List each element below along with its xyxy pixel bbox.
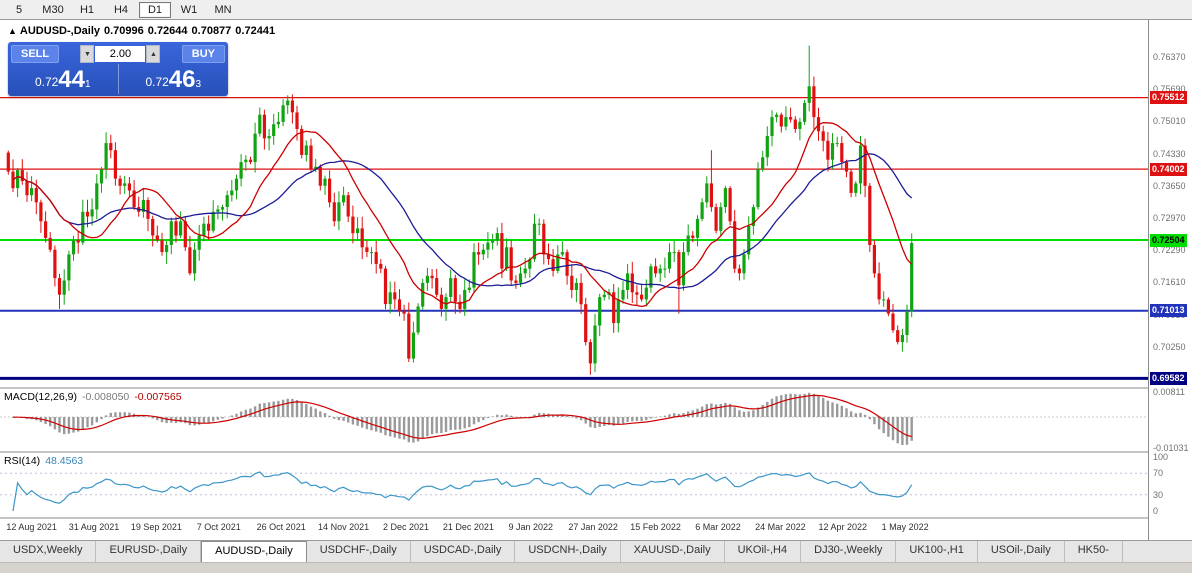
chart-tabs-bar: USDX,Weekly EURUSD-,Daily AUDUSD-,Daily USD… bbox=[0, 540, 1192, 563]
price-axis-tick: 0.71610 bbox=[1153, 277, 1186, 288]
ohlc-high: 0.72644 bbox=[147, 25, 188, 37]
timeframe-button-h1[interactable]: H1 bbox=[79, 3, 95, 16]
sell-price-point: 1 bbox=[85, 79, 91, 90]
date-label: 12 Aug 2021 bbox=[6, 522, 57, 532]
sell-price-figure: 0.72 bbox=[34, 75, 59, 89]
macd-axis-tick: 0.00811 bbox=[1153, 387, 1185, 398]
date-label: 2 Dec 2021 bbox=[382, 522, 430, 532]
sell-button[interactable]: SELL bbox=[11, 45, 60, 63]
ohlc-low: 0.70877 bbox=[191, 25, 232, 37]
rsi-value: 48.4563 bbox=[45, 455, 84, 467]
timeframe-button-mn[interactable]: MN bbox=[214, 3, 232, 16]
macd-axis-tick: -0.01031 bbox=[1153, 443, 1189, 454]
buy-button[interactable]: BUY bbox=[181, 45, 226, 63]
price-axis-tick: 0.72290 bbox=[1153, 245, 1186, 256]
rsi-axis-tick: 100 bbox=[1153, 452, 1169, 462]
timeframe-button-5[interactable]: 5 bbox=[15, 3, 23, 16]
date-axis[interactable]: 12 Aug 2021 31 Aug 2021 19 Sep 2021 7 Oct 2… bbox=[0, 520, 1148, 540]
date-label: 15 Feb 2022 bbox=[630, 522, 681, 532]
symbol-name: AUDUSD-,Daily bbox=[19, 25, 100, 37]
macd-main-value: -0.008050 bbox=[81, 391, 130, 403]
macd-indicator-label: MACD(12,26,9) -0.008050 -0.007565 bbox=[4, 391, 182, 403]
sell-price-pips: 44 bbox=[58, 66, 85, 93]
date-label: 27 Jan 2022 bbox=[568, 522, 618, 532]
rsi-axis-tick: 0 bbox=[1153, 506, 1159, 516]
one-click-trade-panel: SELL ▼ 2.00 ▲ BUY 0.72 44 1 0.72 46 3 bbox=[8, 42, 228, 96]
timeframe-toolbar: 5 M30 H1 H4 D1 W1 MN bbox=[0, 0, 1192, 20]
price-level-badge: 0.74002 bbox=[1150, 162, 1187, 176]
macd-title: MACD(12,26,9) bbox=[4, 391, 77, 403]
chart-tab-xauusd-daily[interactable]: XAUUSD-,Daily bbox=[621, 541, 725, 563]
price-axis-tick: 0.75690 bbox=[1153, 84, 1186, 95]
chart-tab-usoil-daily[interactable]: USOil-,Daily bbox=[978, 541, 1065, 563]
chart-tab-uk100-h1[interactable]: UK100-,H1 bbox=[896, 541, 978, 563]
timeframe-button-h4[interactable]: H4 bbox=[113, 3, 129, 16]
rsi-axis-tick: 70 bbox=[1153, 468, 1164, 479]
date-label: 26 Oct 2021 bbox=[256, 522, 306, 532]
ohlc-open: 0.70996 bbox=[104, 25, 144, 37]
volume-input[interactable]: 2.00 bbox=[95, 46, 146, 62]
chart-tab-ukoil-h4[interactable]: UKOil-,H4 bbox=[725, 541, 802, 563]
date-label: 6 Mar 2022 bbox=[695, 522, 741, 532]
ohlc-close: 0.72441 bbox=[235, 25, 276, 37]
date-label: 21 Dec 2021 bbox=[442, 522, 494, 532]
price-axis-tick: 0.75010 bbox=[1153, 116, 1186, 127]
chart-tab-usdx-weekly[interactable]: USDX,Weekly bbox=[0, 541, 97, 563]
price-axis-tick: 0.76370 bbox=[1153, 51, 1186, 62]
buy-price-figure: 0.72 bbox=[145, 75, 169, 89]
price-level-badge: 0.71013 bbox=[1150, 304, 1187, 318]
price-level-badge: 0.69582 bbox=[1150, 371, 1187, 385]
chart-tab-usdcad-daily[interactable]: USDCAD-,Daily bbox=[411, 541, 516, 563]
chart-tab-usdcnh-daily[interactable]: USDCNH-,Daily bbox=[515, 541, 621, 563]
symbol-marker-icon: ▲ bbox=[8, 26, 17, 36]
date-label: 14 Nov 2021 bbox=[318, 522, 370, 532]
rsi-indicator-label: RSI(14) 48.4563 bbox=[4, 455, 83, 467]
rsi-title: RSI(14) bbox=[4, 455, 41, 467]
buy-price-point: 3 bbox=[195, 79, 202, 90]
price-axis-tick: 0.74330 bbox=[1153, 148, 1186, 159]
sell-price[interactable]: 0.72 44 1 bbox=[8, 64, 118, 94]
chart-tab-usdchf-daily[interactable]: USDCHF-,Daily bbox=[307, 541, 411, 563]
price-axis-tick: 0.73650 bbox=[1153, 180, 1186, 191]
timeframe-button-m30[interactable]: M30 bbox=[42, 3, 64, 16]
timeframe-button-d1[interactable]: D1 bbox=[139, 1, 171, 18]
price-level-badge: 0.72504 bbox=[1150, 233, 1187, 247]
price-level-badge: 0.75512 bbox=[1150, 91, 1187, 105]
price-axis-tick: 0.70250 bbox=[1153, 341, 1186, 352]
buy-price[interactable]: 0.72 46 3 bbox=[117, 64, 229, 94]
chart-tab-dj30-weekly[interactable]: DJ30-,Weekly bbox=[801, 541, 897, 563]
buy-price-pips: 46 bbox=[168, 66, 196, 93]
chart-title: ▲ AUDUSD-,Daily 0.70996 0.72644 0.70877 0.724… bbox=[8, 25, 275, 37]
status-strip bbox=[0, 562, 1192, 573]
price-chart-canvas[interactable] bbox=[0, 20, 1148, 540]
price-axis[interactable]: 0.76370 0.75690 0.75010 0.74330 0.73650 0.729… bbox=[1148, 20, 1192, 540]
date-label: 9 Jan 2022 bbox=[508, 522, 554, 532]
date-label: 1 May 2022 bbox=[881, 522, 929, 532]
rsi-axis-tick: 30 bbox=[1153, 489, 1164, 500]
date-label: 31 Aug 2021 bbox=[68, 522, 120, 532]
volume-decrease-button[interactable]: ▼ bbox=[80, 45, 95, 63]
timeframe-button-w1[interactable]: W1 bbox=[180, 3, 198, 16]
date-label: 7 Oct 2021 bbox=[196, 522, 241, 532]
chart-area[interactable]: ▲ AUDUSD-,Daily 0.70996 0.72644 0.70877 0.724… bbox=[0, 20, 1192, 540]
macd-signal-value: -0.007565 bbox=[134, 391, 182, 403]
volume-increase-button[interactable]: ▲ bbox=[146, 45, 161, 63]
date-label: 24 Mar 2022 bbox=[755, 522, 806, 532]
date-label: 12 Apr 2022 bbox=[818, 522, 868, 532]
price-axis-tick: 0.72970 bbox=[1153, 212, 1186, 223]
date-label: 19 Sep 2021 bbox=[130, 522, 182, 532]
chart-tab-eurusd-daily[interactable]: EURUSD-,Daily bbox=[96, 541, 202, 563]
chart-tab-hk50[interactable]: HK50- bbox=[1065, 541, 1123, 563]
chart-tab-audusd-daily[interactable]: AUDUSD-,Daily bbox=[201, 541, 307, 563]
